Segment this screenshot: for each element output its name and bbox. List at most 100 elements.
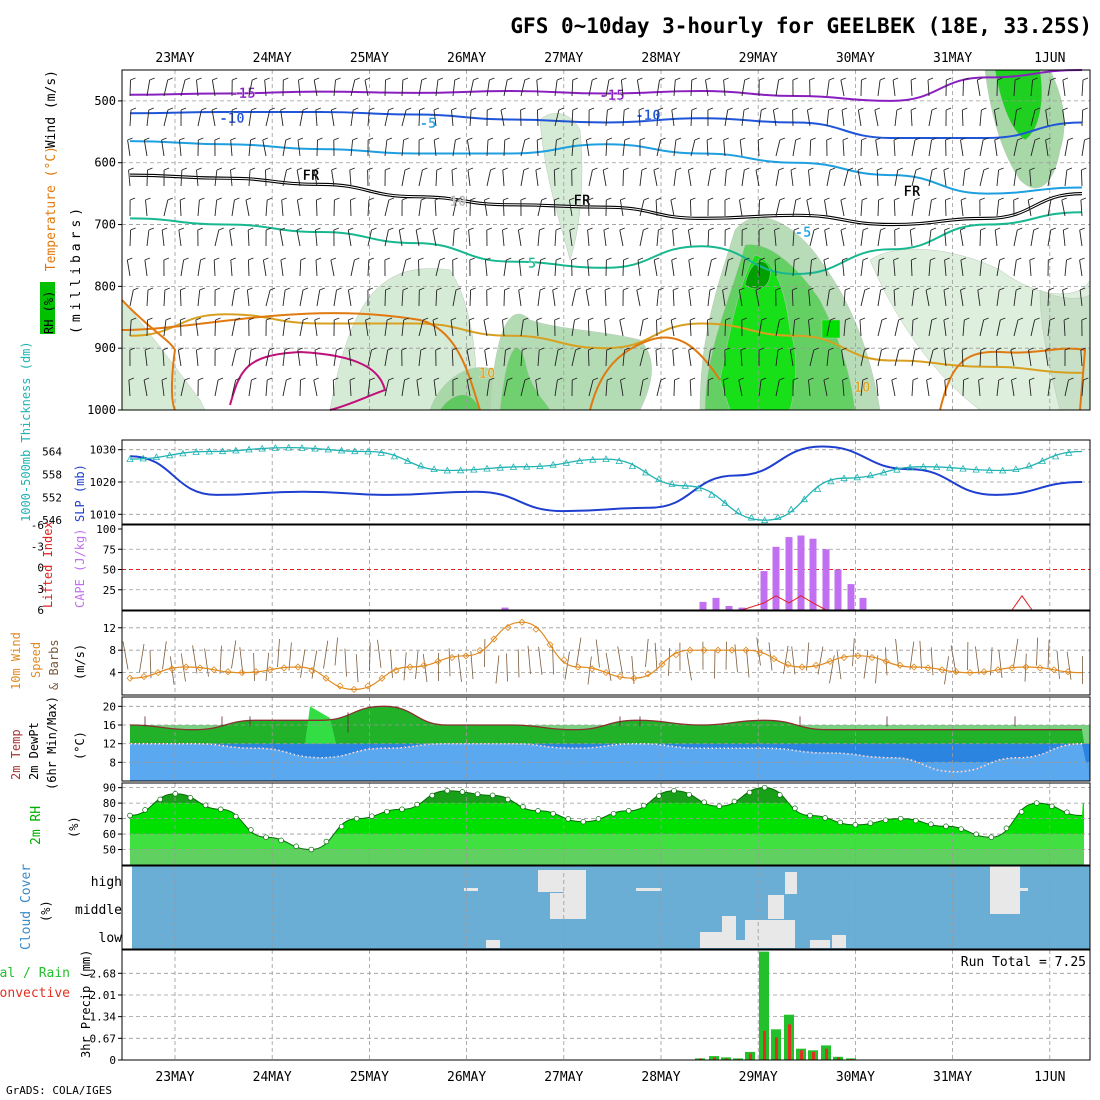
wind-barb-flag: [401, 197, 408, 201]
wind-barb: [841, 109, 845, 127]
wind-barb: [755, 289, 760, 307]
tick-label: 80: [103, 797, 116, 810]
thickness-marker: [364, 447, 372, 455]
chart-title: GFS 0~10day 3-hourly for GEELBEK (18E, 3…: [510, 14, 1092, 38]
wind-barb: [350, 139, 354, 157]
wind-barb-flag: [557, 347, 564, 351]
wind-barb-flag: [388, 227, 394, 231]
wind-barb-flag: [1050, 77, 1056, 81]
date-label-bottom: 26MAY: [447, 1070, 486, 1085]
wind-barb: [1064, 139, 1069, 157]
wind-barb: [840, 79, 845, 97]
temp-fill: [130, 706, 1090, 781]
wind-barb: [536, 319, 539, 337]
wind-barb: [893, 259, 896, 277]
wind-speed-marker: [770, 655, 778, 663]
thickness-marker: [404, 457, 412, 464]
wind-speed-marker: [938, 666, 946, 674]
wind-barb: [331, 169, 335, 187]
wind-barb: [403, 652, 407, 681]
wind-barb: [350, 79, 356, 97]
thickness-marker: [258, 444, 266, 452]
wind-barb: [347, 289, 352, 307]
wind-barb: [197, 289, 201, 307]
wind-barb-flag: [823, 257, 830, 261]
wind-barb: [349, 379, 352, 397]
wind-barb-flag: [230, 137, 236, 141]
wind-barb: [435, 79, 439, 97]
wind-barb-flag: [163, 257, 170, 261]
rh-marker: [1003, 825, 1010, 832]
wind-barb: [653, 169, 658, 187]
wind-barb-flag: [147, 317, 153, 321]
wind-barb: [503, 79, 508, 97]
thickness-marker: [642, 468, 650, 476]
wind-barb: [451, 109, 454, 127]
wind-barb: [588, 169, 593, 187]
wind-barb: [928, 169, 933, 187]
wind-barb: [792, 229, 795, 247]
thickness-marker: [1051, 452, 1060, 460]
wind-barb-flag: [1050, 377, 1056, 381]
wind-barb: [452, 199, 457, 217]
wind-barb-flag: [196, 347, 202, 351]
wind-barb: [746, 649, 750, 678]
wind-barb-flag: [1028, 347, 1034, 351]
wind-barb: [247, 259, 250, 277]
wind-barb: [466, 379, 471, 397]
wind-barb-flag: [489, 377, 495, 381]
rh-marker: [172, 791, 179, 797]
wind-barb-flag: [148, 227, 155, 231]
wind-barb-flag: [998, 197, 1004, 201]
wind-barb-flag: [744, 167, 750, 171]
wind-barb: [288, 642, 292, 671]
thickness-marker: [470, 465, 478, 473]
wind-barb-flag: [388, 377, 394, 381]
wind-barb-flag: [962, 107, 968, 111]
wind-barb: [636, 79, 641, 97]
cloud-block: [990, 866, 1020, 914]
wind-barb: [1010, 349, 1015, 367]
wind-barb-flag: [1048, 287, 1054, 291]
wind-barb: [503, 379, 508, 397]
wind-barb-flag: [588, 107, 595, 111]
wind-barb-flag: [537, 137, 543, 141]
wind-barb: [722, 289, 726, 307]
wind-speed-marker: [644, 670, 652, 678]
rh-marker: [323, 838, 330, 845]
wind-barb: [774, 259, 777, 277]
wind-barb: [415, 650, 419, 679]
wind-barb-flag: [1061, 197, 1067, 201]
wind-barb-flag: [555, 257, 562, 261]
wind-barb: [1064, 169, 1068, 187]
cloud-level-middle: middle: [75, 903, 122, 918]
rh-marker: [1064, 809, 1070, 816]
wind-barb: [910, 259, 913, 277]
wind-barb-flag: [1034, 317, 1040, 321]
thickness-marker: [840, 474, 848, 482]
precip-conv-bar: [763, 1030, 766, 1060]
wind-speed-marker: [448, 653, 456, 662]
wind-barb: [724, 109, 729, 127]
wind-barb-flag: [726, 167, 732, 171]
wind-barb: [502, 199, 505, 217]
wind-barb-flag: [1068, 377, 1074, 381]
wind-barb: [569, 229, 573, 247]
wind-barb-flag: [554, 167, 560, 171]
wind-barb: [668, 647, 671, 676]
wind-barb-flag: [795, 197, 801, 201]
wind-barb-flag: [705, 77, 711, 81]
wind-barb-flag: [913, 287, 920, 291]
temp-lines: [129, 705, 1083, 773]
wind-speed-marker: [756, 649, 764, 657]
wind-barb-flag: [234, 287, 240, 291]
wind-speed-marker: [896, 661, 904, 669]
wind-barb: [631, 655, 635, 685]
precip-conv-bar: [775, 1037, 778, 1060]
wind-barb-flag: [1034, 107, 1041, 111]
wind-speed-marker: [686, 646, 694, 654]
wind-barb-flag: [127, 137, 133, 141]
date-label-bottom: 28MAY: [641, 1070, 680, 1085]
wind-barb-flag: [554, 197, 560, 201]
